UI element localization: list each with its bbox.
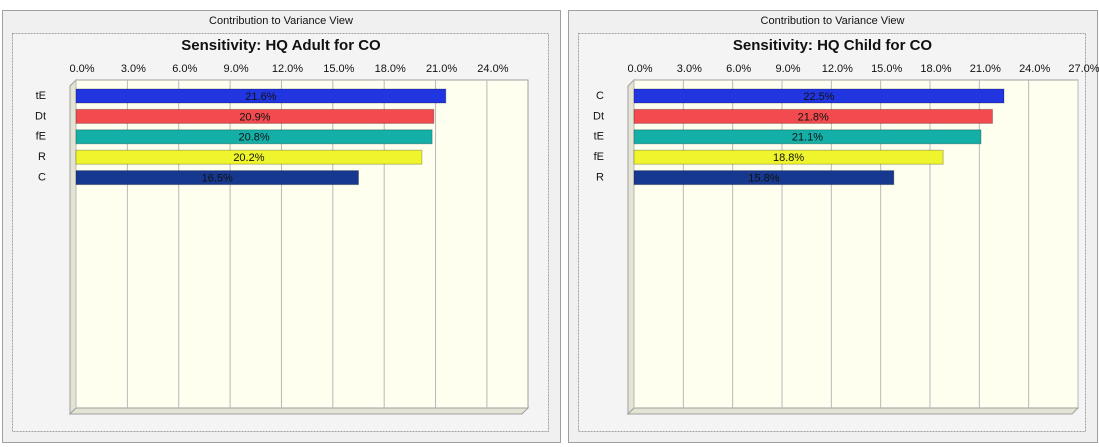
value-label: 20.8% <box>238 132 269 144</box>
bar <box>75 88 447 104</box>
value-label: 15.8% <box>748 173 779 185</box>
bar <box>633 149 944 165</box>
y-tick-label: fE <box>594 151 604 163</box>
y-tick-label: C <box>596 90 604 102</box>
x-tick-label: 6.0% <box>726 63 751 75</box>
value-label: 16.5% <box>202 173 233 185</box>
plot-wall <box>627 78 635 416</box>
y-tick-label: Dt <box>35 110 46 122</box>
x-tick-label: 27.0% <box>1068 63 1099 75</box>
plot-floor <box>626 407 1080 415</box>
x-tick-label: 0.0% <box>627 63 652 75</box>
bar <box>633 170 895 186</box>
value-label: 20.2% <box>233 152 264 164</box>
bar <box>75 149 423 165</box>
bar <box>75 170 359 186</box>
chart-title: Sensitivity: HQ Adult for CO <box>181 37 381 54</box>
x-tick-label: 21.0% <box>970 63 1001 75</box>
value-label: 20.9% <box>239 111 270 123</box>
x-tick-label: 3.0% <box>677 63 702 75</box>
x-tick-label: 15.0% <box>871 63 902 75</box>
y-tick-label: fE <box>36 131 46 143</box>
panel-title: Contribution to Variance View <box>761 15 905 27</box>
value-label: 21.1% <box>792 132 823 144</box>
value-label: 21.6% <box>245 91 276 103</box>
y-tick-label: tE <box>594 131 604 143</box>
x-tick-label: 21.0% <box>426 63 457 75</box>
x-tick-label: 15.0% <box>323 63 354 75</box>
x-tick-label: 24.0% <box>477 63 508 75</box>
x-tick-label: 18.0% <box>375 63 406 75</box>
panel-title: Contribution to Variance View <box>209 15 353 27</box>
value-label: 22.5% <box>803 91 834 103</box>
y-tick-label: R <box>38 151 46 163</box>
bar <box>633 129 982 145</box>
value-label: 21.8% <box>798 111 829 123</box>
y-tick-label: C <box>38 172 46 184</box>
x-tick-label: 18.0% <box>920 63 951 75</box>
y-tick-label: Dt <box>593 110 604 122</box>
bar <box>633 88 1005 104</box>
x-tick-label: 9.0% <box>224 63 249 75</box>
x-tick-label: 24.0% <box>1019 63 1050 75</box>
plot-area <box>633 79 1079 409</box>
bar <box>75 129 433 145</box>
chart-title: Sensitivity: HQ Child for CO <box>733 37 933 54</box>
value-label: 18.8% <box>773 152 804 164</box>
plot-area <box>75 79 529 409</box>
x-tick-label: 9.0% <box>775 63 800 75</box>
bar <box>633 108 993 124</box>
x-tick-label: 3.0% <box>121 63 146 75</box>
y-tick-label: tE <box>36 90 46 102</box>
x-tick-label: 6.0% <box>172 63 197 75</box>
x-tick-label: 12.0% <box>822 63 853 75</box>
plot-wall <box>69 78 77 416</box>
bar <box>75 108 435 124</box>
x-tick-label: 0.0% <box>69 63 94 75</box>
y-tick-label: R <box>596 172 604 184</box>
x-tick-label: 12.0% <box>272 63 303 75</box>
plot-floor <box>68 407 530 415</box>
